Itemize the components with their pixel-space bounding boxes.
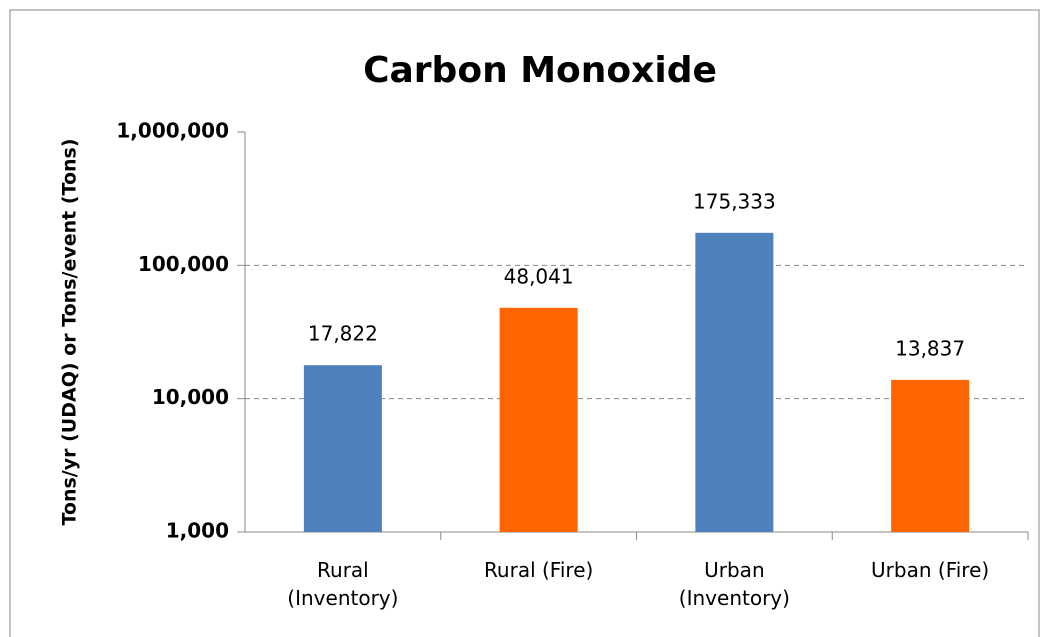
y-tick-label: 1,000,000 [116,119,229,143]
x-tick-label: Rural (Inventory) [287,558,399,610]
bar [499,307,578,532]
bar [303,365,382,532]
x-tick-label: Urban (Inventory) [678,558,790,610]
bar [891,379,970,532]
y-tick-label: 100,000 [138,252,229,276]
y-tick-label: 1,000 [166,519,229,543]
data-label: 175,333 [693,189,776,213]
data-label: 48,041 [504,264,574,288]
bar [695,232,774,532]
chart-title: Carbon Monoxide [363,50,717,91]
data-label: 13,837 [895,336,965,360]
x-tick-label: Rural (Fire) [483,558,594,582]
y-tick-label: 10,000 [152,385,229,409]
x-tick-label: Urban (Fire) [871,558,990,582]
y-axis-label: Tons/yr (UDAQ) or Tons/event (Tons) [59,138,81,525]
data-label: 17,822 [308,322,378,346]
